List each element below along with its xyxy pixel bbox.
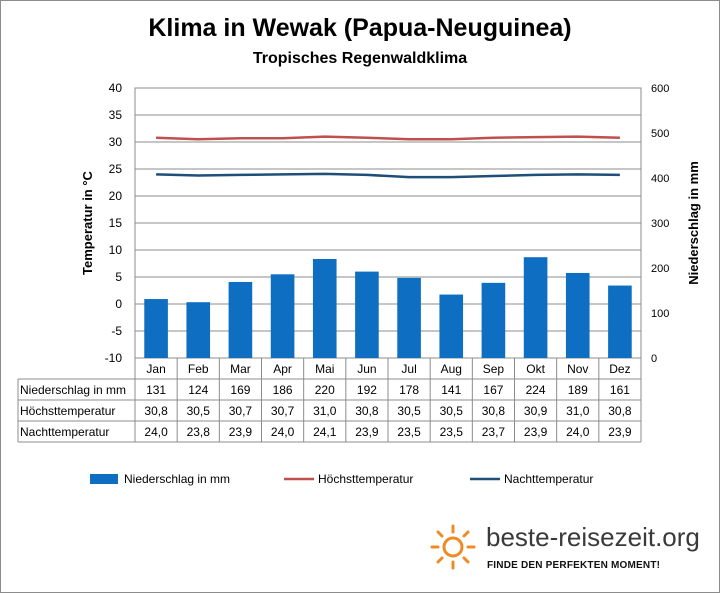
table-cell: 30,5 xyxy=(440,404,464,418)
x-tick-label: Jul xyxy=(401,362,416,376)
night-temp-line xyxy=(156,172,620,179)
table-row-label: Nachttemperatur xyxy=(20,425,109,439)
table-cell: 189 xyxy=(568,383,588,397)
y2-tick-label: 300 xyxy=(651,218,669,230)
chart-title: Klima in Wewak (Papua-Neuguinea) xyxy=(148,14,572,42)
x-tick-label: Nov xyxy=(567,362,588,376)
table-cell: 30,8 xyxy=(608,404,632,418)
precip-bar xyxy=(608,285,632,358)
precip-bar xyxy=(565,272,590,358)
table-cell: 186 xyxy=(273,383,293,397)
table-cell: 23,9 xyxy=(229,425,253,439)
table-cell: 30,7 xyxy=(271,404,295,418)
table-cell: 23,5 xyxy=(397,425,421,439)
table-cell: 161 xyxy=(610,383,630,397)
table-cell: 23,5 xyxy=(440,425,464,439)
table-cell: 30,5 xyxy=(397,404,421,418)
table-cell: 169 xyxy=(230,383,250,397)
y-tick-label: 30 xyxy=(109,135,123,149)
table-cell: 167 xyxy=(483,383,503,397)
precip-bar xyxy=(312,259,337,358)
table-cell: 220 xyxy=(315,383,335,397)
table-cell: 30,7 xyxy=(229,404,253,418)
table-cell: 23,8 xyxy=(187,425,211,439)
y-tick-label: 15 xyxy=(109,216,123,230)
precip-bar xyxy=(270,274,295,358)
table-cell: 30,8 xyxy=(355,404,379,418)
table-cell: 31,0 xyxy=(566,404,590,418)
precip-bar xyxy=(228,281,253,358)
table-cell: 23,9 xyxy=(524,425,548,439)
y2-tick-label: 200 xyxy=(651,263,669,275)
sun-icon xyxy=(430,524,476,570)
y2-tick-label: 0 xyxy=(651,353,657,365)
y-axis-title: Temperatur in °C xyxy=(80,170,95,275)
precip-bar xyxy=(355,271,379,358)
table-cell: 30,9 xyxy=(524,404,548,418)
precip-bar xyxy=(481,282,506,358)
table-cell: 24,0 xyxy=(144,425,168,439)
y-tick-label: 35 xyxy=(109,108,123,122)
precip-bar xyxy=(144,299,168,358)
y-tick-label: -10 xyxy=(105,351,123,365)
y-tick-label: 20 xyxy=(109,189,123,203)
precip-bar xyxy=(439,294,464,358)
logo-name: beste-reisezeit.org xyxy=(486,522,700,552)
precip-bar xyxy=(397,277,421,358)
y2-tick-label: 500 xyxy=(651,128,669,140)
table-cell: 24,0 xyxy=(271,425,295,439)
legend-precip-label: Niederschlag in mm xyxy=(124,472,230,486)
table-cell: 131 xyxy=(146,383,166,397)
logo-tagline: FINDE DEN PERFEKTEN MOMENT! xyxy=(487,560,661,571)
y2-tick-label: 400 xyxy=(651,173,669,185)
brand-logo[interactable]: beste-reisezeit.org FINDE DEN PERFEKTEN … xyxy=(428,522,718,582)
y2-tick-label: 600 xyxy=(651,83,669,95)
table-cell: 192 xyxy=(357,383,377,397)
table-cell: 24,1 xyxy=(313,425,337,439)
precip-bar xyxy=(186,302,211,358)
y-tick-label: -5 xyxy=(111,324,122,338)
legend-night-temp-label: Nachttemperatur xyxy=(504,472,593,486)
x-tick-label: Sep xyxy=(483,362,505,376)
table-cell: 31,0 xyxy=(313,404,337,418)
table-cell: 24,0 xyxy=(566,425,590,439)
y-tick-label: 40 xyxy=(109,81,123,95)
x-tick-label: Mai xyxy=(315,362,334,376)
x-tick-label: Aug xyxy=(441,362,462,376)
x-tick-label: Jun xyxy=(357,362,376,376)
legend-precip-swatch xyxy=(90,474,118,484)
legend-high-temp-label: Höchsttemperatur xyxy=(318,472,413,486)
y2-axis-title: Niederschlag in mm xyxy=(686,161,701,285)
table-cell: 30,5 xyxy=(187,404,211,418)
x-tick-label: Mar xyxy=(230,362,251,376)
x-tick-label: Jan xyxy=(146,362,165,376)
x-tick-label: Okt xyxy=(526,362,545,376)
x-tick-label: Apr xyxy=(273,362,292,376)
y-tick-label: 25 xyxy=(109,162,123,176)
chart-subtitle: Tropisches Regenwaldklima xyxy=(252,50,468,67)
y-tick-label: 0 xyxy=(115,297,122,311)
y-tick-label: 10 xyxy=(109,243,123,257)
table-cell: 23,9 xyxy=(355,425,379,439)
table-cell: 224 xyxy=(526,383,546,397)
table-cell: 178 xyxy=(399,383,419,397)
table-cell: 124 xyxy=(188,383,208,397)
table-row-label: Niederschlag in mm xyxy=(20,383,126,397)
x-tick-label: Feb xyxy=(188,362,209,376)
high-temp-line xyxy=(156,135,620,141)
x-tick-label: Dez xyxy=(609,362,630,376)
table-cell: 30,8 xyxy=(482,404,506,418)
table-cell: 141 xyxy=(441,383,461,397)
table-row-label: Höchsttemperatur xyxy=(20,404,115,418)
precip-bar xyxy=(523,257,548,358)
y2-tick-label: 100 xyxy=(651,308,669,320)
table-cell: 30,8 xyxy=(144,404,168,418)
y-tick-label: 5 xyxy=(115,270,122,284)
table-cell: 23,9 xyxy=(608,425,632,439)
table-cell: 23,7 xyxy=(482,425,506,439)
